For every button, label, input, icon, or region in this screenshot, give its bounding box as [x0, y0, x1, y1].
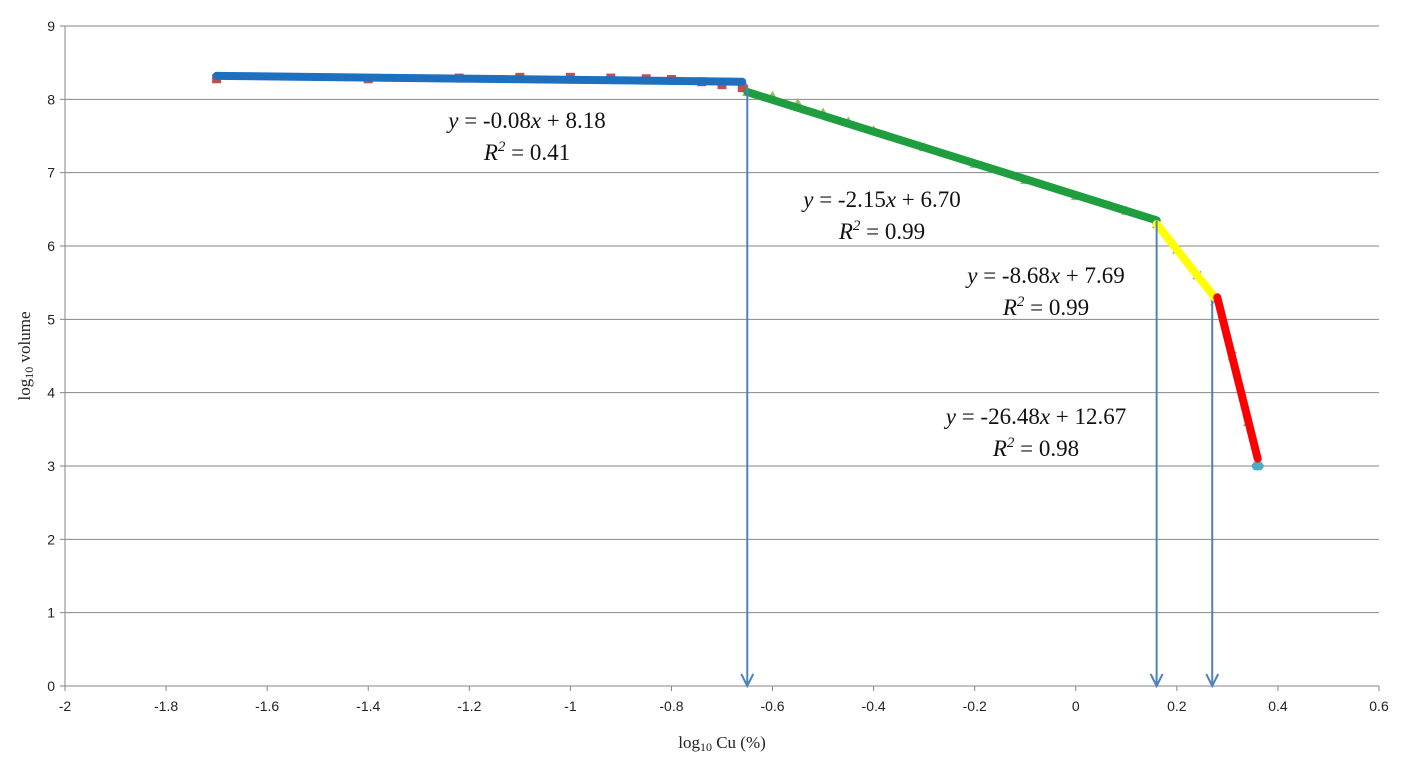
fit-line: [743, 88, 1161, 225]
y-tick-label: 4: [47, 385, 55, 401]
x-tick-label: -0.4: [862, 698, 886, 714]
x-tick-labels: -2 -1.8 -1.6 -1.4 -1.2 -1 -0.8 -0.6 -0.4 -0.2 0 0.2…: [59, 698, 1389, 714]
x-tick-label: -0.8: [659, 698, 683, 714]
fit-line: [1213, 293, 1262, 463]
breakpoint-arrows: [740, 84, 1220, 689]
y-tick-label: 1: [47, 605, 55, 621]
fit-lines: [212, 71, 1262, 463]
y-tick-label: 5: [47, 311, 55, 327]
x-tick-label: -1.8: [154, 698, 178, 714]
x-tick-label: 0.6: [1369, 698, 1389, 714]
y-tick-labels: 0 1 2 3 4 5 6 7 8 9: [47, 18, 55, 694]
y-axis-title: log10 volume: [15, 312, 36, 401]
equation-annotations: y = -0.08x + 8.18 R2 = 0.41 y = -2.15x +…: [446, 108, 1126, 461]
equation-1: y = -0.08x + 8.18: [446, 108, 606, 133]
y-tick-label: 7: [47, 165, 55, 181]
x-tick-label: 0.4: [1268, 698, 1288, 714]
r-squared-4: R2 = 0.98: [992, 435, 1079, 461]
equation-2: y = -2.15x + 6.70: [801, 187, 961, 212]
equation-4: y = -26.48x + 12.67: [944, 404, 1127, 429]
fit-line: [1152, 220, 1219, 302]
r-squared-2: R2 = 0.99: [838, 218, 925, 244]
x-axis-title: log10 Cu (%): [678, 733, 766, 754]
axes: [64, 26, 1379, 687]
y-tick-label: 3: [47, 458, 55, 474]
equation-3: y = -8.68x + 7.69: [965, 263, 1125, 288]
x-tick-label: -0.6: [760, 698, 784, 714]
breakpoint-arrow-head: [1149, 673, 1164, 689]
breakpoint-arrow-head: [740, 673, 755, 689]
x-tick-label: 0: [1072, 698, 1080, 714]
x-tick-label: 0.2: [1167, 698, 1187, 714]
x-tick-label: -0.2: [963, 698, 987, 714]
breakpoint-arrow-head: [1205, 673, 1220, 689]
grid: [60, 25, 1380, 691]
y-tick-label: 0: [47, 678, 55, 694]
x-tick-label: -1: [564, 698, 577, 714]
fit-line: [212, 71, 747, 86]
r-squared-1: R2 = 0.41: [483, 139, 570, 165]
y-tick-label: 6: [47, 238, 55, 254]
y-tick-label: 9: [47, 18, 55, 34]
x-tick-label: -1.4: [356, 698, 380, 714]
y-tick-label: 8: [47, 91, 55, 107]
x-tick-label: -2: [59, 698, 72, 714]
r-squared-3: R2 = 0.99: [1002, 294, 1089, 320]
data-point: [737, 83, 747, 93]
x-tick-label: -1.2: [457, 698, 481, 714]
end-point: [1251, 461, 1264, 471]
x-tick-label: -1.6: [255, 698, 279, 714]
y-tick-label: 2: [47, 531, 55, 547]
